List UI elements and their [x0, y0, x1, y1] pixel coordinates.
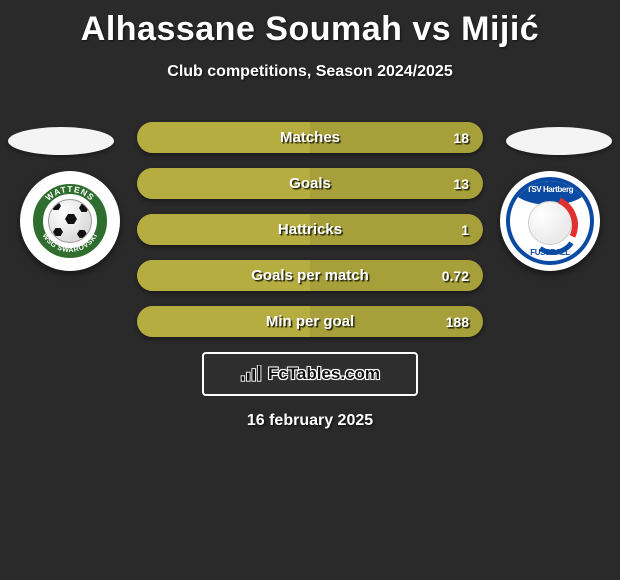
- stat-value: 1: [461, 214, 469, 245]
- player-right-ellipse: [506, 127, 612, 155]
- stat-value: 18: [453, 122, 469, 153]
- player-left-ellipse: [8, 127, 114, 155]
- stat-row: Goals per match 0.72: [137, 260, 483, 291]
- soccer-ball-icon: [48, 199, 92, 243]
- stat-row: Min per goal 188: [137, 306, 483, 337]
- stat-label: Goals: [137, 168, 483, 199]
- stat-label: Goals per match: [137, 260, 483, 291]
- page-title: Alhassane Soumah vs Mijić: [0, 0, 620, 49]
- stat-row: Hattricks 1: [137, 214, 483, 245]
- date-label: 16 february 2025: [0, 412, 620, 430]
- stat-label: Matches: [137, 122, 483, 153]
- bar-chart-icon: [240, 365, 262, 383]
- stat-label: Hattricks: [137, 214, 483, 245]
- brand-label: FcTables.com: [268, 364, 380, 384]
- stat-value: 0.72: [442, 260, 469, 291]
- page-subtitle: Club competitions, Season 2024/2025: [0, 63, 620, 81]
- team-left-badge: WATTENS WSG SWAROVSKI: [20, 171, 120, 271]
- stat-label: Min per goal: [137, 306, 483, 337]
- hartberg-logo: TSV Hartberg FUSSBALL: [506, 177, 594, 265]
- stat-value: 13: [453, 168, 469, 199]
- stat-value: 188: [446, 306, 469, 337]
- stat-row: Goals 13: [137, 168, 483, 199]
- comparison-card: Alhassane Soumah vs Mijić Club competiti…: [0, 0, 620, 580]
- stats-list: Matches 18 Goals 13 Hattricks 1 Goals pe…: [137, 122, 483, 352]
- fctables-link[interactable]: FcTables.com: [202, 352, 418, 396]
- stat-row: Matches 18: [137, 122, 483, 153]
- wattens-logo: WATTENS WSG SWAROVSKI: [29, 180, 111, 262]
- team-right-badge: TSV Hartberg FUSSBALL: [500, 171, 600, 271]
